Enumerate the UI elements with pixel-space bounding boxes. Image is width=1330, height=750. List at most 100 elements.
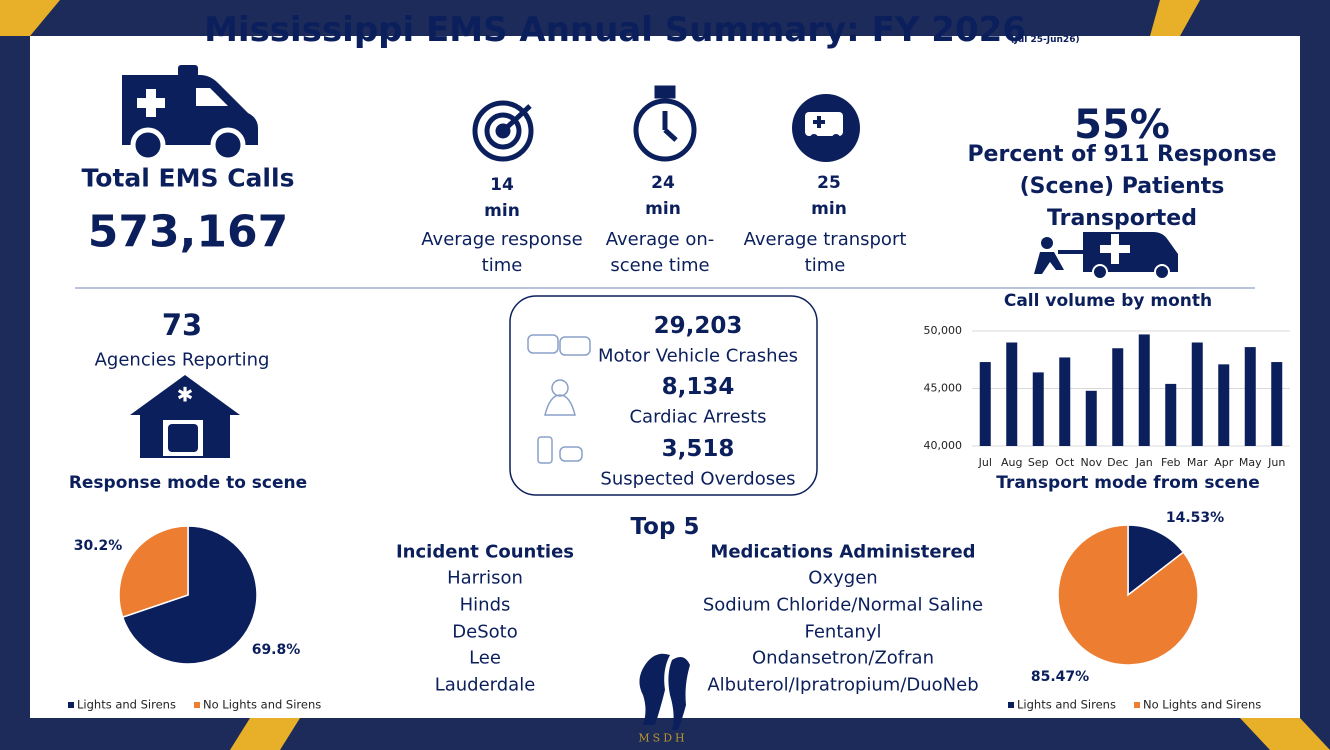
list-item: Lauderdale bbox=[434, 674, 536, 696]
x-tick-label: Nov bbox=[1081, 456, 1103, 469]
x-tick-label: Feb bbox=[1161, 456, 1180, 469]
stat-value: 73 bbox=[161, 308, 203, 342]
list-item: Harrison bbox=[447, 567, 523, 589]
time-value: 24 bbox=[651, 173, 675, 193]
pie-slice bbox=[121, 525, 258, 665]
x-tick-label: May bbox=[1239, 456, 1262, 469]
corner bbox=[1240, 718, 1330, 750]
time-value: 14 bbox=[490, 175, 514, 195]
x-tick-label: Jul bbox=[978, 456, 992, 469]
stat-label: Agencies Reporting bbox=[94, 349, 270, 371]
incident-label: Motor Vehicle Crashes bbox=[597, 345, 799, 367]
bar bbox=[1244, 347, 1256, 446]
bar bbox=[1085, 390, 1097, 446]
x-tick-label: Aug bbox=[1001, 456, 1022, 469]
time-label: Average response time bbox=[421, 229, 583, 276]
stat-value: 55% bbox=[1074, 102, 1170, 148]
incident-label: Suspected Overdoses bbox=[600, 468, 796, 490]
corner bbox=[0, 0, 60, 36]
incident-label: Cardiac Arrests bbox=[629, 406, 767, 428]
incident-icons bbox=[527, 334, 591, 464]
legend-label: Lights and Sirens bbox=[77, 698, 176, 712]
ambulance-circle-icon bbox=[792, 94, 860, 162]
list-item: Albuterol/Ipratropium/DuoNeb bbox=[707, 674, 979, 696]
chart-title: Response mode to scene bbox=[69, 473, 307, 493]
list-item: DeSoto bbox=[452, 621, 518, 643]
corner bbox=[230, 718, 300, 750]
list-item: Ondansetron/Zofran bbox=[752, 647, 934, 669]
target-icon bbox=[472, 100, 534, 162]
title: Mississippi EMS Annual Summary: FY 2026 bbox=[204, 10, 1026, 50]
pie-slice bbox=[1127, 524, 1185, 597]
time-label: Average transport time bbox=[743, 229, 907, 276]
logo-icon bbox=[639, 653, 690, 730]
time-label: Average on-scene time bbox=[605, 229, 715, 276]
bar bbox=[1059, 357, 1071, 446]
bar bbox=[1112, 348, 1124, 446]
x-tick-label: Jan bbox=[1135, 456, 1153, 469]
pie-slice bbox=[1057, 524, 1199, 666]
icon-glyph: ✱ bbox=[177, 383, 194, 407]
data-label: 69.8% bbox=[252, 642, 301, 658]
list-item: Lee bbox=[469, 647, 501, 669]
section-title: Top 5 bbox=[630, 514, 700, 540]
list-item: Sodium Chloride/Normal Saline bbox=[702, 594, 984, 616]
legend-swatch bbox=[68, 702, 74, 708]
incident-value: 8,134 bbox=[661, 374, 735, 400]
legend-label: No Lights and Sirens bbox=[1143, 698, 1261, 712]
legend-swatch bbox=[1008, 702, 1014, 708]
time-value: 25 bbox=[817, 173, 841, 193]
y-tick-label: 50,000 bbox=[924, 324, 963, 337]
bar bbox=[1218, 364, 1230, 446]
transport-icon bbox=[1034, 232, 1178, 280]
data-label: 14.53% bbox=[1166, 510, 1224, 526]
time-unit: min bbox=[484, 201, 520, 221]
x-tick-label: Mar bbox=[1187, 456, 1208, 469]
list-item: Hinds bbox=[459, 594, 511, 616]
x-tick-label: Jun bbox=[1267, 456, 1285, 469]
bar bbox=[1138, 334, 1150, 446]
x-tick-label: Sep bbox=[1028, 456, 1049, 469]
chart-title: Transport mode from scene bbox=[996, 473, 1260, 493]
bar bbox=[1165, 383, 1177, 446]
ambulance-icon bbox=[122, 65, 258, 163]
time-unit: min bbox=[645, 199, 681, 219]
list-item: Oxygen bbox=[808, 567, 878, 589]
incident-value: 29,203 bbox=[653, 313, 743, 339]
x-tick-label: Apr bbox=[1214, 456, 1234, 469]
pie-slice bbox=[118, 525, 189, 619]
stat-value: 573,167 bbox=[87, 206, 289, 258]
y-tick-label: 45,000 bbox=[924, 382, 963, 395]
legend-swatch bbox=[194, 702, 200, 708]
legend-label: Lights and Sirens bbox=[1017, 698, 1116, 712]
subtitle: (Jul 25-Jun26) bbox=[1010, 35, 1080, 45]
chart-title: Call volume by month bbox=[1004, 291, 1212, 311]
data-label: 30.2% bbox=[74, 538, 123, 554]
time-unit: min bbox=[811, 199, 847, 219]
legend-swatch bbox=[1134, 702, 1140, 708]
bar bbox=[1032, 372, 1044, 446]
station-icon: ✱ bbox=[130, 375, 240, 458]
list-item: Fentanyl bbox=[804, 621, 882, 643]
incident-value: 3,518 bbox=[661, 436, 735, 462]
stat-label: Percent of 911 Response (Scene) Patients… bbox=[967, 142, 1277, 231]
bar bbox=[1191, 342, 1203, 446]
list-title: Medications Administered bbox=[710, 541, 976, 563]
legend-label: No Lights and Sirens bbox=[203, 698, 321, 712]
list-title: Incident Counties bbox=[395, 541, 575, 563]
x-tick-label: Oct bbox=[1055, 456, 1075, 469]
data-label: 85.47% bbox=[1031, 669, 1089, 685]
y-tick-label: 40,000 bbox=[924, 439, 963, 452]
x-tick-label: Dec bbox=[1107, 456, 1128, 469]
bar bbox=[979, 362, 991, 446]
logo-text: MSDH bbox=[638, 731, 688, 745]
corner bbox=[1150, 0, 1200, 36]
bar bbox=[1271, 362, 1283, 446]
incident-box bbox=[509, 295, 818, 496]
stat-label: Total EMS Calls bbox=[81, 163, 295, 193]
stopwatch-icon bbox=[633, 85, 697, 162]
bar bbox=[1006, 342, 1018, 446]
